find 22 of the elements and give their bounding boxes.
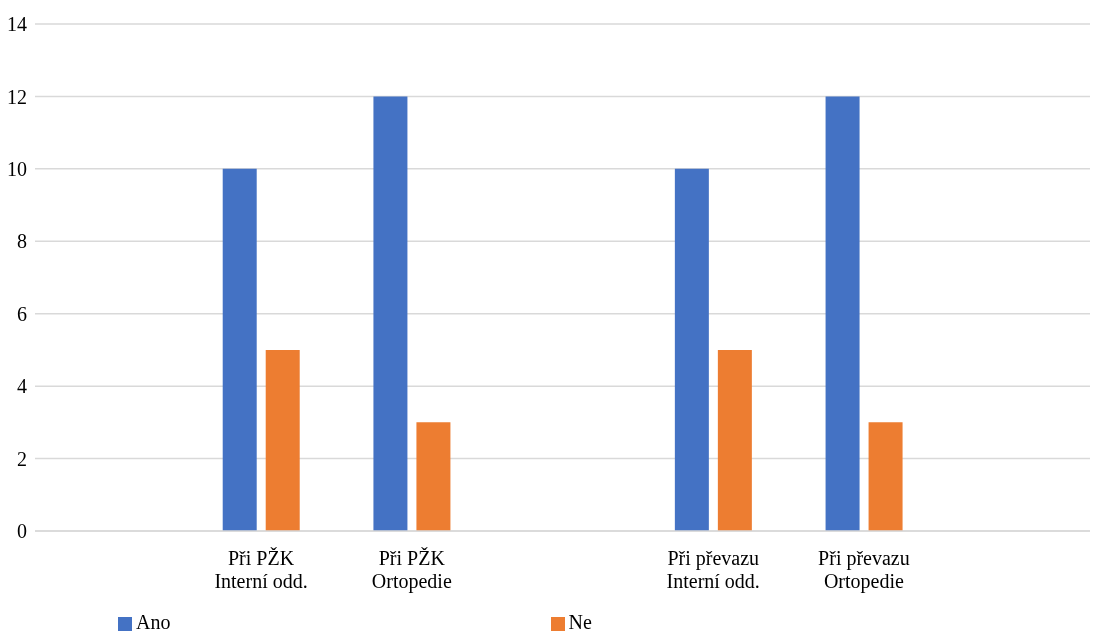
x-tick-label: Při převazu Ortopedie [818,547,910,593]
legend-label: Ne [568,611,592,633]
y-tick-label: 10 [7,157,27,180]
bar [373,96,408,531]
bar [265,349,300,531]
bar [674,168,709,531]
x-tick-label: Při PŽK Ortopedie [371,547,452,593]
x-tick-label: Při PŽK Interní odd. [214,547,308,592]
bar [222,168,257,531]
bar [416,422,451,531]
y-tick-label: 4 [17,375,27,398]
bar [868,422,903,531]
y-tick-label: 0 [17,520,27,543]
y-tick-label: 14 [7,13,27,36]
legend-label: Ano [136,611,171,633]
y-tick-label: 8 [17,230,27,253]
bar [717,349,752,531]
y-tick-label: 2 [17,447,27,470]
bar [825,96,860,531]
y-tick-label: 6 [17,302,27,325]
x-tick-label: Při převazu Interní odd. [666,547,760,592]
y-tick-label: 12 [7,85,27,108]
